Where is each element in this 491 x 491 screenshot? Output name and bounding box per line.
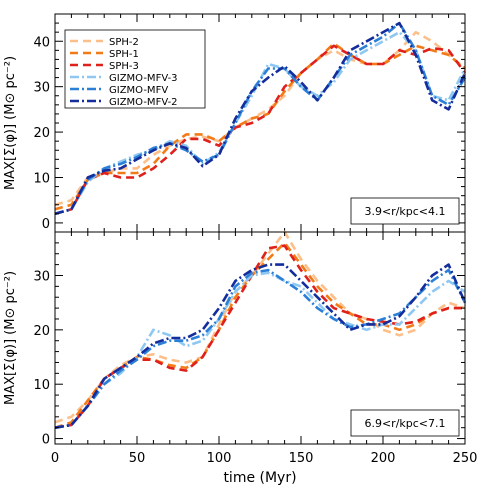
y-tick-label: 30: [33, 81, 50, 96]
x-tick-label: 0: [51, 451, 59, 466]
annotation-box: [350, 409, 460, 437]
radius-range-annotation: 6.9<r/kpc<7.1: [364, 417, 445, 430]
series-line-gizmo-mfv-2: [54, 263, 467, 429]
x-axis-label: time (Myr): [223, 470, 296, 486]
x-tick-label: 150: [289, 451, 314, 466]
panel-top: 0 10 20 30 40 3.9<r/kpc<4.1 MAX[Σ(φ)] (M⊙ pc⁻²…: [3, 13, 467, 233]
y-tick-label: 40: [33, 35, 50, 50]
y-axis-label: MAX[Σ(φ)] (M⊙ pc⁻²): [3, 56, 18, 190]
legend-label: SPH-2: [109, 37, 139, 48]
series-line-gizmo-mfv: [54, 268, 467, 429]
series-line-sph-1: [54, 42, 466, 211]
annotation-box: [350, 197, 460, 225]
y-tick-label: 0: [42, 433, 50, 448]
plot-frame: [54, 231, 466, 445]
radius-range-annotation: 3.9<r/kpc<4.1: [364, 205, 445, 218]
legend-label: SPH-1: [109, 49, 139, 60]
legend-box: [64, 29, 206, 109]
series-line-sph-2: [54, 30, 466, 207]
panel-bottom: 0 10 20 30 6.9<r/kpc<7.1 MAX[Σ(φ)] (M⊙ pc⁻²) 0…: [3, 230, 478, 486]
x-tick-label: 50: [129, 451, 146, 466]
y-tick-label: 20: [33, 324, 50, 339]
legend-label: SPH-3: [109, 61, 139, 72]
series-line-gizmo-mfv-2: [54, 21, 467, 216]
series-line-gizmo-mfv-3: [54, 271, 466, 429]
y-tick-label: 10: [33, 172, 50, 187]
series-line-gizmo-mfv-3: [54, 30, 467, 216]
legend-label: GIZMO-MFV-3: [109, 73, 178, 84]
legend-label: GIZMO-MFV: [109, 85, 168, 96]
x-tick-label: 100: [207, 451, 232, 466]
y-tick-label: 20: [33, 126, 50, 141]
y-tick-label: 30: [33, 269, 50, 284]
series-line-sph-3: [54, 44, 467, 216]
series-line-gizmo-mfv: [54, 21, 467, 216]
legend-label: GIZMO-MFV-2: [109, 97, 178, 108]
x-tick-label: 200: [371, 451, 396, 466]
y-tick-label: 10: [33, 378, 50, 393]
x-tick-label: 250: [453, 451, 478, 466]
series-line-sph-2: [54, 230, 466, 424]
y-axis-label: MAX[Σ(φ)] (M⊙ pc⁻²): [3, 271, 18, 405]
y-tick-label: 0: [42, 217, 50, 232]
